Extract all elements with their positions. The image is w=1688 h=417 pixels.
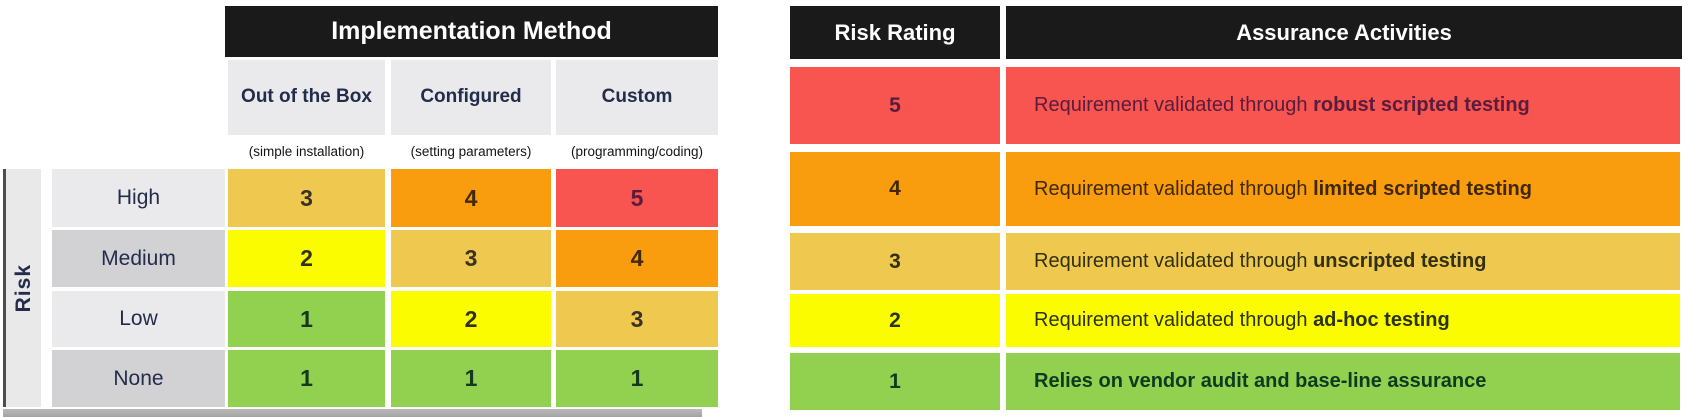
column-subtitle-configured: (setting parameters) [391, 138, 551, 164]
risk-rating-cell-5: 5 [790, 67, 1000, 144]
risk-rating-cell-3: 3 [790, 233, 1000, 290]
column-header-configured: Configured [391, 60, 551, 135]
assurance-activity-cell-1: Relies on vendor audit and base-line ass… [1006, 353, 1680, 410]
assurance-activity-cell-4: Requirement validated through limited sc… [1006, 152, 1680, 226]
matrix-cell-medium-custom: 4 [556, 230, 718, 287]
matrix-cell-medium-outofbox: 2 [228, 230, 385, 287]
matrix-cell-none-configured: 1 [391, 350, 551, 407]
column-subtitle-out-of-the-box: (simple installation) [228, 138, 385, 164]
matrix-cell-high-outofbox: 3 [228, 169, 385, 227]
matrix-cell-medium-configured: 3 [391, 230, 551, 287]
table-drop-shadow [3, 409, 702, 417]
assurance-activity-cell-5: Requirement validated through robust scr… [1006, 67, 1680, 144]
implementation-method-header: Implementation Method [225, 6, 718, 57]
row-label-low: Low [52, 291, 225, 347]
risk-rating-cell-1: 1 [790, 353, 1000, 410]
assurance-activity-cell-3: Requirement validated through unscripted… [1006, 233, 1680, 290]
column-header-custom: Custom [556, 60, 718, 135]
row-label-high: High [52, 169, 225, 227]
row-label-none: None [52, 350, 225, 407]
column-subtitle-custom: (programming/coding) [556, 138, 718, 164]
matrix-cell-high-configured: 4 [391, 169, 551, 227]
assurance-activity-cell-2: Requirement validated through ad-hoc tes… [1006, 294, 1680, 347]
assurance-activities-header: Assurance Activities [1006, 6, 1682, 59]
matrix-cell-high-custom: 5 [556, 169, 718, 227]
column-header-out-of-the-box: Out of the Box [228, 60, 385, 135]
risk-rating-header: Risk Rating [790, 6, 1000, 59]
matrix-cell-none-custom: 1 [556, 350, 718, 407]
risk-axis-label: Risk [11, 263, 35, 313]
matrix-cell-none-outofbox: 1 [228, 350, 385, 407]
activity-text: Requirement validated through ad-hoc tes… [1034, 309, 1450, 331]
risk-rating-cell-4: 4 [790, 152, 1000, 226]
matrix-cell-low-outofbox: 1 [228, 291, 385, 347]
activity-text: Requirement validated through unscripted… [1034, 250, 1487, 272]
risk-rating-cell-2: 2 [790, 294, 1000, 347]
matrix-cell-low-custom: 3 [556, 291, 718, 347]
row-label-medium: Medium [52, 230, 225, 287]
matrix-cell-low-configured: 2 [391, 291, 551, 347]
activity-text: Requirement validated through robust scr… [1034, 94, 1530, 116]
activity-text: Requirement validated through limited sc… [1034, 177, 1532, 200]
activity-text: Relies on vendor audit and base-line ass… [1034, 370, 1487, 392]
risk-axis-strip: Risk [3, 169, 41, 407]
